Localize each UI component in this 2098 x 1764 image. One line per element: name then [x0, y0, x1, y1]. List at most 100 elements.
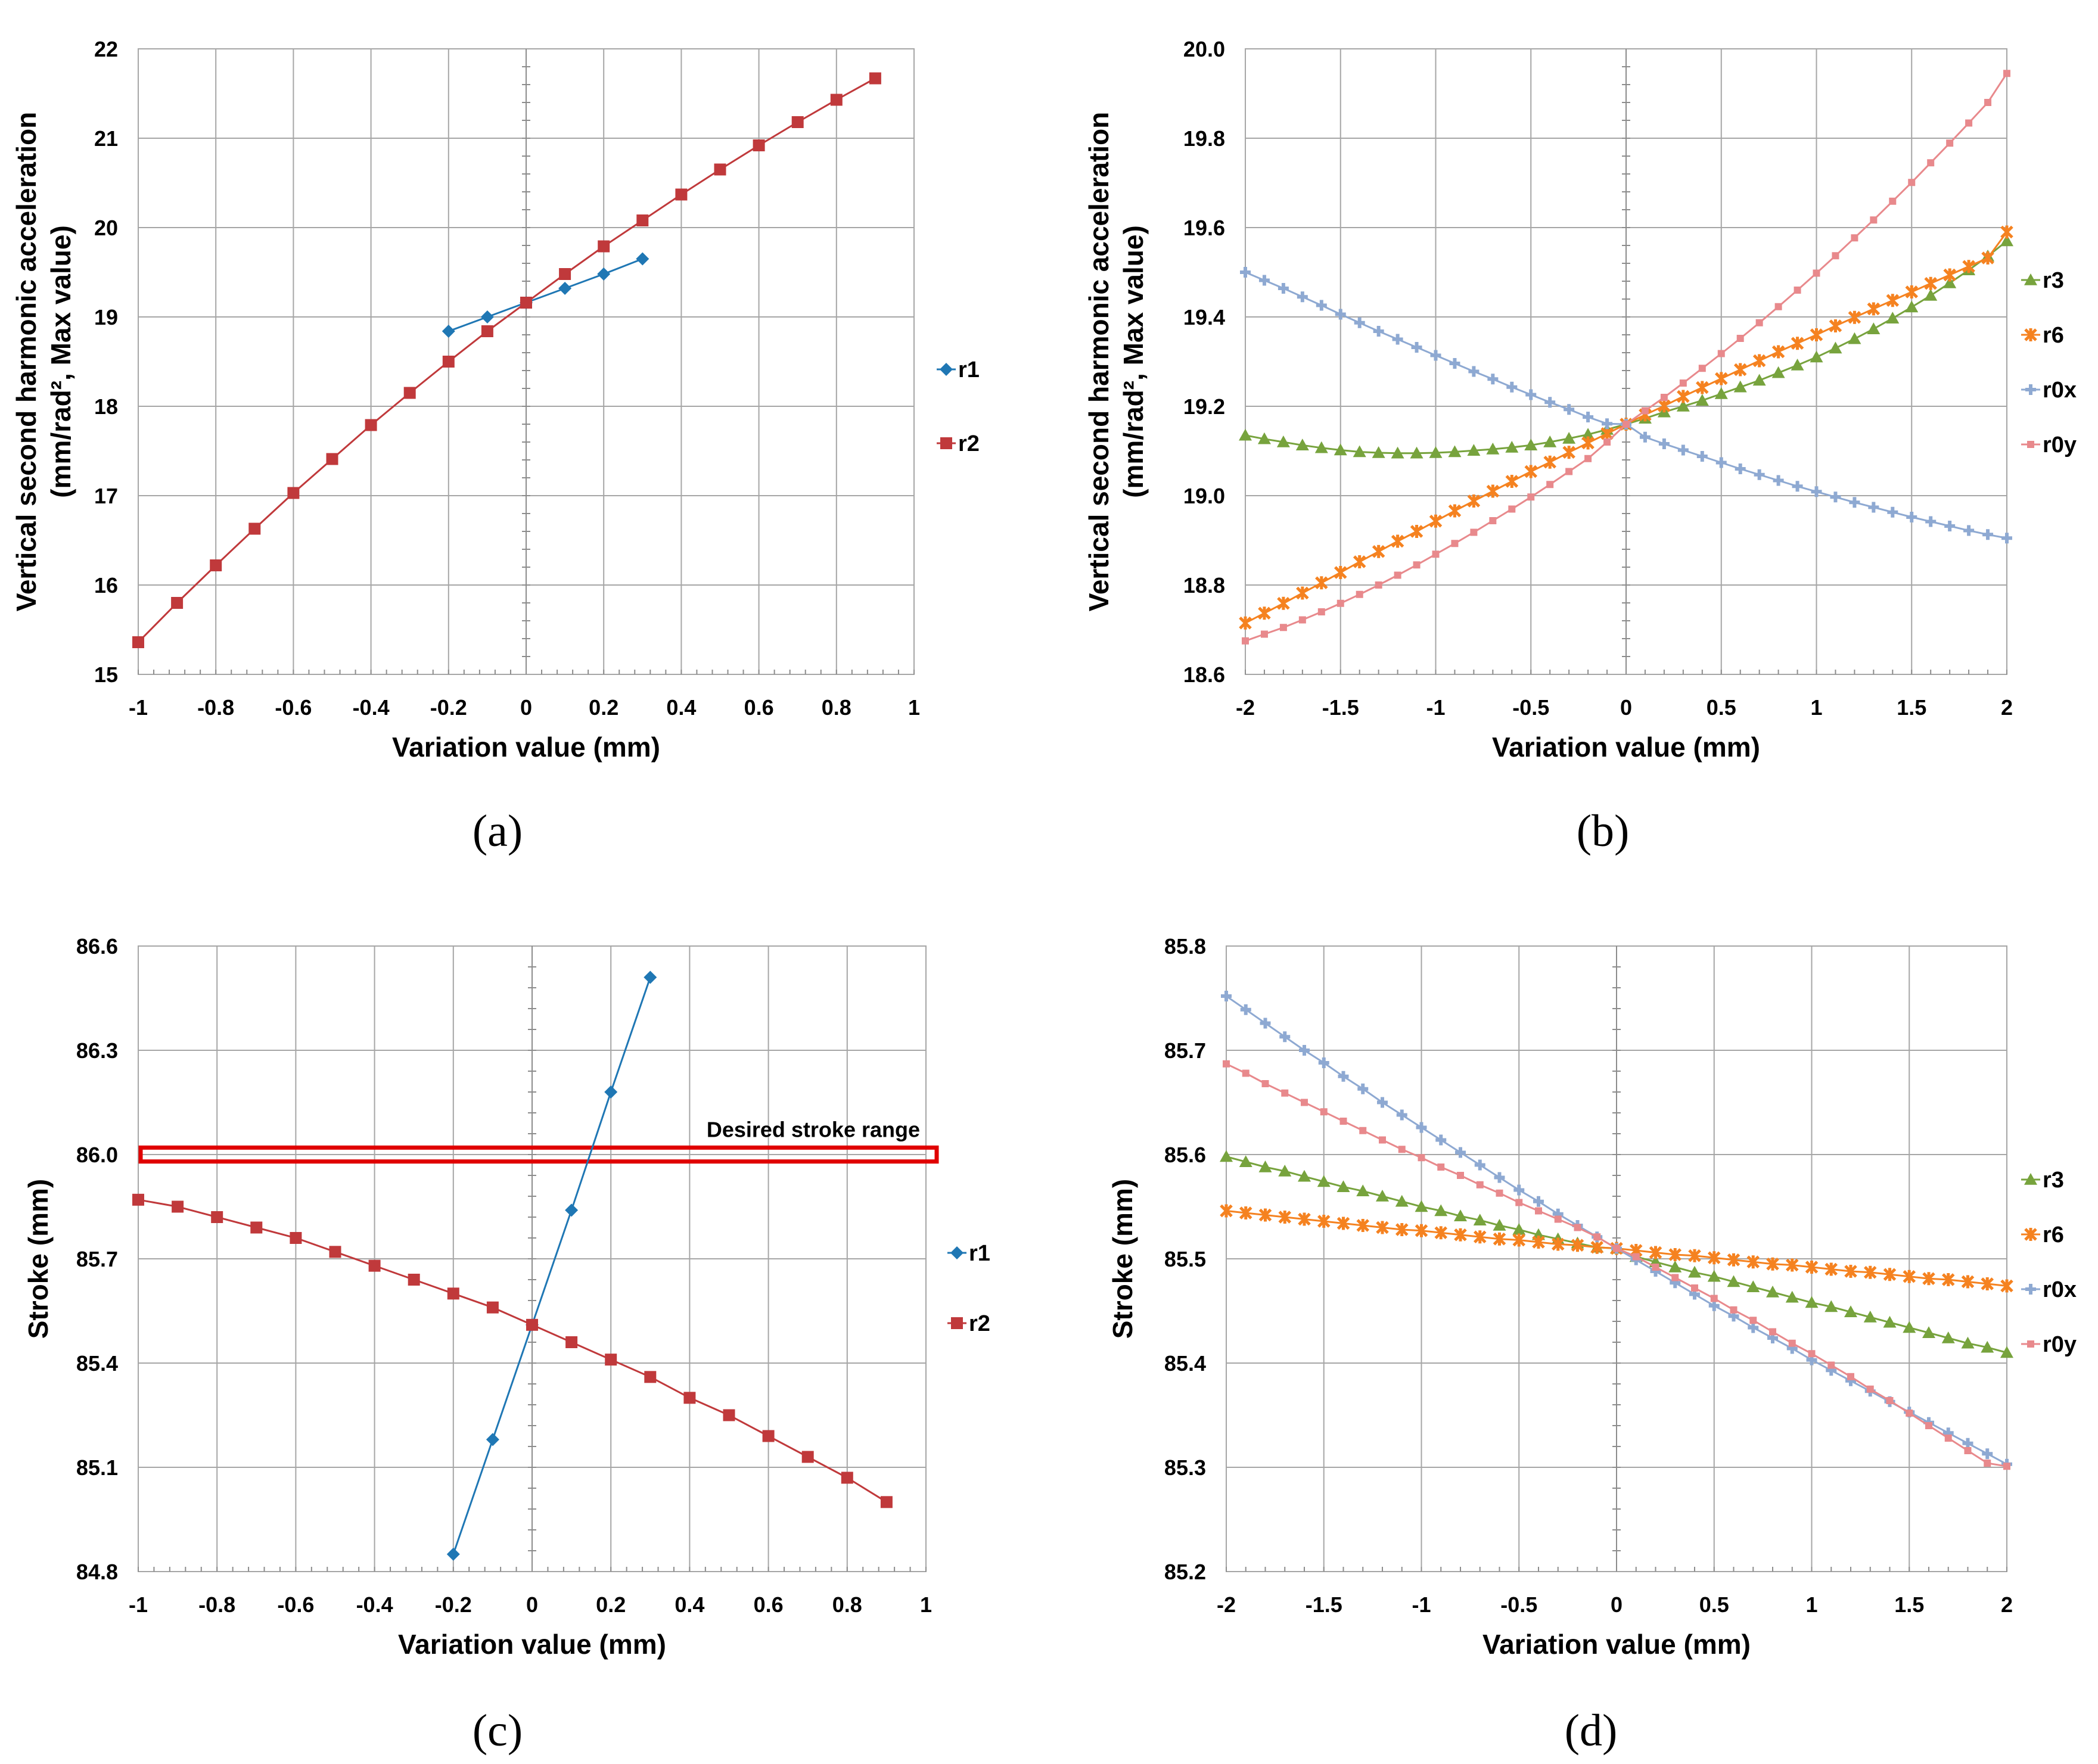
r2-point	[520, 297, 532, 309]
r3-point	[1727, 1275, 1740, 1287]
legend-item-r0x: r0x	[2021, 378, 2077, 403]
r0y-point	[1413, 561, 1421, 569]
r3-point	[1356, 1184, 1370, 1197]
r3-point	[1829, 341, 1842, 354]
r1-point	[644, 970, 657, 984]
r2-point	[248, 522, 261, 535]
y-tick-label: 17	[94, 484, 118, 508]
y-tick-label: 20	[94, 216, 118, 240]
r0x-point	[1455, 1147, 1466, 1158]
r0x-point	[1318, 1057, 1329, 1068]
x-tick-label: 0	[520, 695, 532, 720]
y-tick-label: 85.3	[1164, 1455, 1206, 1480]
r6-point	[1315, 576, 1328, 590]
r3-point	[1581, 428, 1595, 440]
r0x-point	[1338, 1071, 1349, 1082]
r6-point	[1961, 1275, 1975, 1289]
r0x-point	[1658, 438, 1670, 449]
r0y-point	[1339, 1118, 1347, 1125]
r3-point	[1981, 1340, 1994, 1353]
r0y-point	[1984, 99, 1992, 106]
r0x-point	[1494, 1172, 1505, 1183]
r0y-point	[1527, 493, 1535, 501]
r0y-point	[1476, 1181, 1484, 1189]
series-line-r2	[137, 77, 876, 643]
r0y-point	[1565, 468, 1573, 475]
r6-point	[1752, 354, 1766, 368]
r6-point	[1562, 446, 1575, 459]
r6-point	[1771, 345, 1785, 359]
r0y-point	[1223, 1060, 1230, 1068]
r0x-point	[1963, 525, 1975, 536]
r3-point	[1924, 289, 1938, 301]
r3-point	[1543, 435, 1557, 447]
x-tick-label: -0.5	[1512, 695, 1549, 720]
r0y-point	[1546, 481, 1554, 489]
chart-a: -1 -0.8 -0.6 -0.4 -0.2 0 0.2 0.4 0.6 0.8 1 15 16 17 18…	[11, 37, 980, 856]
r0y-point	[2003, 70, 2010, 77]
r3-point	[1771, 366, 1785, 378]
r6-point	[1829, 319, 1842, 332]
y-tick-label: 20.0	[1183, 37, 1225, 61]
r0y-point	[1301, 1099, 1308, 1106]
r3-point	[1448, 445, 1462, 458]
r0y-point	[1515, 1199, 1523, 1206]
r3-point	[1317, 1175, 1331, 1187]
r0x-point	[1792, 481, 1803, 492]
r2-point	[442, 356, 455, 368]
r0y-point	[1679, 379, 1687, 387]
legend-label: r6	[2043, 1222, 2064, 1247]
r0y-point	[1641, 407, 1649, 415]
legend-item-r6: r6	[2021, 323, 2064, 348]
y-tick-label: 19.8	[1183, 126, 1225, 151]
r6-point	[1493, 1232, 1506, 1246]
r2-point	[250, 1221, 263, 1234]
r3-point	[1805, 1296, 1819, 1308]
r6-point	[1356, 1219, 1370, 1232]
r2-point	[559, 268, 571, 280]
desired-range-label: Desired stroke range	[707, 1117, 920, 1141]
r3-point	[1220, 1150, 1233, 1162]
r2-point	[791, 116, 804, 128]
r0y-point	[1432, 550, 1440, 558]
legend-r0x-point	[2025, 1284, 2036, 1295]
r0y-point	[1375, 581, 1382, 589]
r0x-point	[1533, 1196, 1544, 1207]
r3-point	[1429, 446, 1443, 458]
r0y-point	[1808, 1350, 1816, 1358]
r0y-point	[1242, 1069, 1250, 1077]
r0y-point	[1964, 1447, 1972, 1454]
r3-point	[1785, 1290, 1799, 1303]
r0y-point	[1794, 287, 1801, 294]
r6-point	[1353, 555, 1366, 568]
r2-point	[723, 1409, 735, 1421]
r2-point	[880, 1496, 893, 1508]
panel-label: (a)	[473, 806, 523, 856]
r1-point	[442, 325, 455, 338]
r2-point	[172, 1200, 184, 1213]
r3-point	[1512, 1223, 1526, 1235]
r6-point	[1825, 1262, 1838, 1276]
r0x-point	[1735, 463, 1746, 474]
r0y-point	[1652, 1264, 1659, 1271]
r0y-point	[1944, 1435, 1952, 1442]
x-tick-label: -1.5	[1322, 695, 1359, 720]
x-tick-label: -0.8	[197, 695, 234, 720]
r0y-point	[1710, 1295, 1718, 1302]
r0x-point	[1583, 412, 1594, 422]
r2-point	[830, 94, 843, 106]
r6-point	[1391, 534, 1404, 548]
legend-item-r2: r2	[937, 431, 980, 456]
r6-point	[1658, 399, 1671, 413]
x-tick-label: 0.5	[1707, 695, 1736, 720]
r0x-point	[1392, 334, 1403, 345]
r2-point	[447, 1287, 459, 1300]
x-tick-label: 0	[1620, 695, 1632, 720]
r6-point	[1810, 328, 1823, 341]
r6-point	[1677, 390, 1690, 403]
r3-point	[1676, 400, 1690, 412]
r0x-point	[1411, 342, 1422, 353]
x-tick-label: 1.5	[1897, 695, 1926, 720]
x-tick-label: 0	[1611, 1592, 1623, 1617]
x-tick-label: 2	[2001, 695, 2013, 720]
